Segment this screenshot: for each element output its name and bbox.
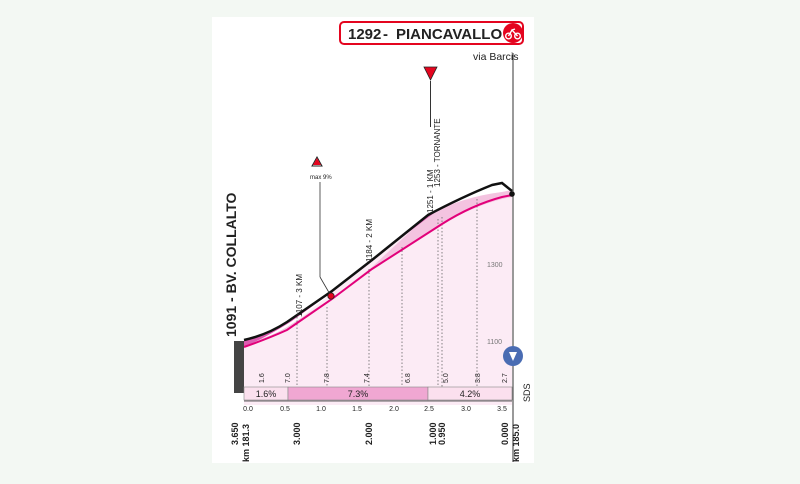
gradient-bar: 1.6% 7.3% 4.2% bbox=[243, 386, 513, 401]
max-grade-label: max 9% bbox=[310, 175, 332, 181]
max-grade-icon bbox=[313, 158, 321, 165]
segment-grade: 2.7 bbox=[502, 373, 509, 383]
dist-km2: 2.000 bbox=[364, 422, 374, 445]
finish-flag-icon bbox=[509, 352, 517, 361]
km-start: km 181.3 bbox=[241, 424, 251, 462]
sds-label: SDS bbox=[522, 383, 532, 402]
km-marker-2: 1184 - 2 KM bbox=[365, 219, 374, 262]
segment-grade: 1.6 bbox=[259, 373, 266, 383]
dist-tornante: 0.950 bbox=[437, 422, 447, 445]
km-finish: km 185.0 bbox=[511, 424, 521, 462]
axis-ticks: 0.0 0.5 1.0 1.5 2.0 2.5 3.0 3.5 bbox=[243, 406, 507, 413]
elevation-tick-1300: 1300 bbox=[487, 262, 503, 269]
climb-profile-chart: 1292 - PIANCAVALLO via Barcis max bbox=[223, 21, 532, 462]
dist-km3: 3.000 bbox=[292, 422, 302, 445]
axis-tick-label: 0.5 bbox=[280, 406, 290, 413]
axis-tick-label: 2.5 bbox=[424, 406, 434, 413]
grid-lines bbox=[296, 199, 478, 387]
axis-tick-label: 1.5 bbox=[352, 406, 362, 413]
max-grade-marker: max 9% bbox=[310, 155, 335, 300]
bike-icon bbox=[505, 28, 522, 40]
profile-outline bbox=[243, 181, 513, 342]
segment-grade: 5.0 bbox=[443, 373, 450, 383]
max-grade-dot bbox=[327, 292, 335, 300]
dist-km1: 1.000 bbox=[428, 422, 438, 445]
km-marker-3: 1107 - 3 KM bbox=[295, 274, 304, 317]
cyclist-icon bbox=[503, 23, 523, 43]
axis-tick-label: 3.0 bbox=[461, 406, 471, 413]
title-subtitle: via Barcis bbox=[473, 51, 519, 63]
km-marker-tornante: 1253 - TORNANTE bbox=[433, 118, 442, 187]
segment-grade: 7.8 bbox=[324, 373, 331, 383]
red-triangle-icon bbox=[423, 66, 438, 81]
finish-dot bbox=[509, 191, 515, 197]
segment-grade: 7.0 bbox=[285, 373, 292, 383]
dist-finish: 0.000 bbox=[500, 422, 510, 445]
segment-grade: 7.4 bbox=[364, 373, 371, 383]
bottom-distances: 3.650 km 181.3 3.000 2.000 1.000 0.950 0… bbox=[230, 422, 521, 462]
dist-start: 3.650 bbox=[230, 422, 240, 445]
start-label: 1091 - BV. COLLALTO bbox=[223, 192, 239, 337]
km-marker-1: 1251 - 1 KM bbox=[426, 169, 435, 213]
elevation-tick-1100: 1100 bbox=[487, 339, 502, 346]
title-separator: - bbox=[383, 26, 388, 43]
profile-base-line bbox=[243, 194, 513, 348]
axis-tick-label: 0.0 bbox=[243, 406, 253, 413]
axis-tick-label: 1.0 bbox=[316, 406, 326, 413]
segment-grade: 6.8 bbox=[405, 373, 412, 383]
profile-card: 1292 - PIANCAVALLO via Barcis max bbox=[212, 17, 534, 463]
start-wall bbox=[234, 341, 244, 393]
title-altitude: 1292 bbox=[348, 26, 381, 43]
grade-bar-1: 1.6% bbox=[256, 389, 277, 399]
title-box: 1292 - PIANCAVALLO bbox=[339, 21, 524, 45]
grade-bar-3: 4.2% bbox=[460, 389, 481, 399]
profile-base-fill bbox=[244, 190, 512, 405]
axis-tick-label: 3.5 bbox=[497, 406, 507, 413]
axis-tick-label: 2.0 bbox=[389, 406, 399, 413]
title-name: PIANCAVALLO bbox=[396, 26, 502, 43]
segment-grade: 3.8 bbox=[475, 373, 482, 383]
segment-grades: 1.6 7.0 7.8 7.4 6.8 5.0 3.8 2.7 bbox=[259, 373, 509, 383]
grade-bar-2: 7.3% bbox=[348, 389, 369, 399]
